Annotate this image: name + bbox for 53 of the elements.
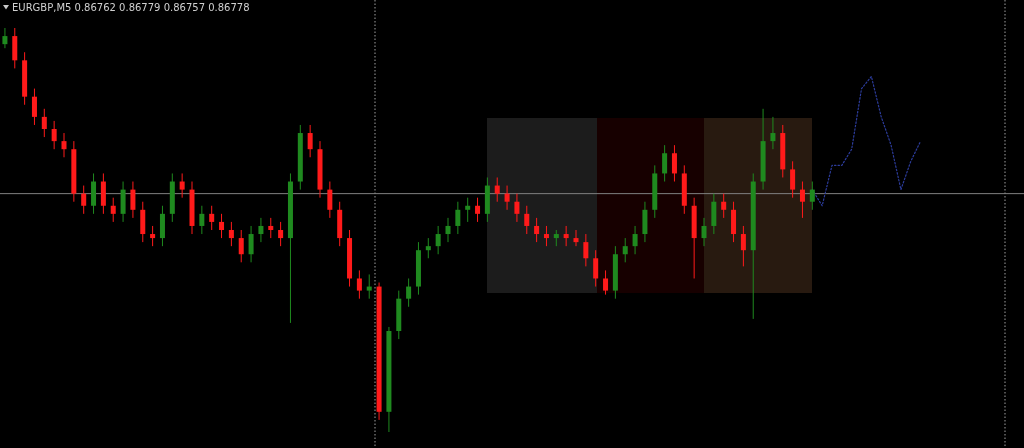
candlestick bbox=[307, 124, 313, 158]
candlestick bbox=[238, 229, 244, 263]
candlestick bbox=[632, 225, 638, 255]
candlestick bbox=[150, 225, 156, 247]
candlestick bbox=[248, 225, 254, 263]
candlestick bbox=[209, 205, 215, 231]
candlestick bbox=[199, 205, 205, 235]
candlestick bbox=[504, 185, 510, 211]
candlestick bbox=[583, 233, 589, 267]
candlestick bbox=[622, 237, 628, 263]
candlestick bbox=[721, 193, 727, 219]
candlestick bbox=[110, 197, 116, 223]
candlestick bbox=[81, 185, 87, 215]
candlestick bbox=[475, 197, 481, 223]
candlestick bbox=[662, 144, 668, 183]
candlestick bbox=[31, 88, 37, 126]
candlestick bbox=[701, 217, 707, 247]
candlestick bbox=[494, 176, 500, 203]
candlestick bbox=[790, 160, 796, 199]
candlestick bbox=[770, 116, 776, 150]
candlestick bbox=[799, 181, 805, 219]
candlestick bbox=[573, 229, 579, 247]
candlestick bbox=[465, 197, 471, 223]
candlestick bbox=[593, 249, 599, 288]
candlestick bbox=[543, 225, 549, 247]
candlestick bbox=[179, 172, 185, 199]
candlestick bbox=[41, 108, 47, 138]
candlestick bbox=[130, 181, 136, 219]
candlestick bbox=[425, 237, 431, 259]
candlestick bbox=[524, 205, 530, 235]
candlestick bbox=[435, 225, 441, 255]
candlestick bbox=[445, 217, 451, 243]
candlestick bbox=[455, 201, 461, 235]
candlestick bbox=[671, 144, 677, 183]
candlestick bbox=[228, 221, 234, 247]
candlestick bbox=[51, 120, 57, 150]
candlestick bbox=[406, 277, 412, 308]
candlestick bbox=[603, 269, 609, 296]
candlestick bbox=[740, 225, 746, 267]
candlestick bbox=[327, 181, 333, 219]
candlestick bbox=[366, 273, 372, 300]
candlestick bbox=[258, 217, 264, 243]
candlestick bbox=[2, 27, 8, 49]
candlestick bbox=[268, 217, 274, 239]
candlestick bbox=[809, 181, 815, 211]
candlestick bbox=[278, 221, 284, 247]
candlestick bbox=[534, 217, 540, 243]
chart-title: EURGBP,M5 0.86762 0.86779 0.86757 0.86778 bbox=[12, 2, 250, 13]
candlestick bbox=[61, 132, 67, 158]
candlestick bbox=[514, 193, 520, 223]
candlestick bbox=[563, 225, 569, 247]
candlestick bbox=[219, 213, 225, 239]
candlestick bbox=[356, 269, 362, 300]
